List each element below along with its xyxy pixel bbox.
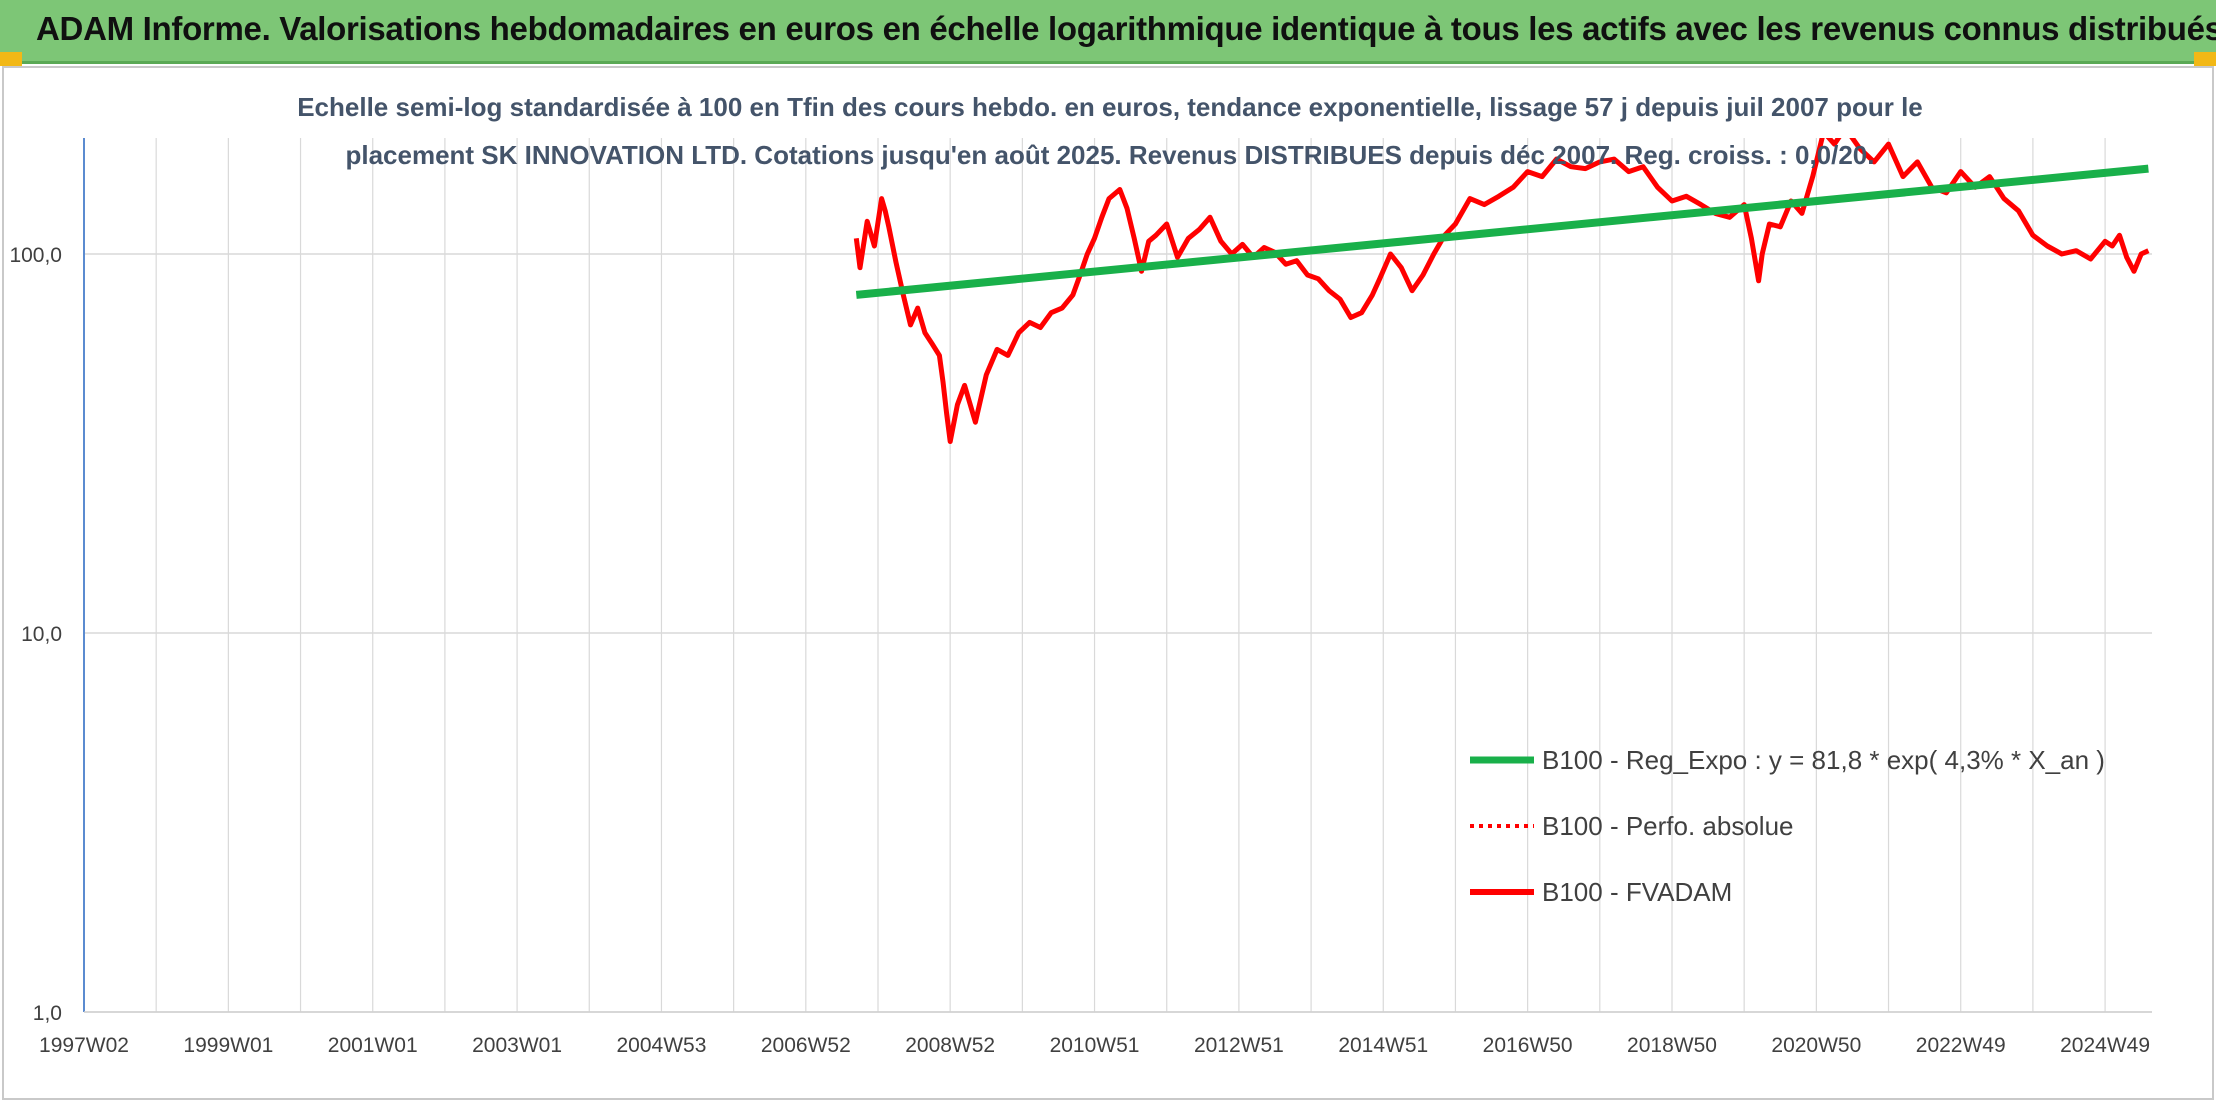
chart-frame: 1,0 10,0 100,0 1997W02 1999W01 2001W01 2003W01… [2, 66, 2214, 1100]
report-title: ADAM Informe. Valorisations hebdomadaire… [36, 10, 2216, 47]
legend-label: B100 - FVADAM [1542, 877, 1732, 907]
x-tick-label: 2016W50 [1483, 1034, 1573, 1057]
x-tick-label: 2024W49 [2060, 1034, 2150, 1057]
title-banner: ADAM Informe. Valorisations hebdomadaire… [0, 0, 2216, 64]
corner-accent-right [2194, 52, 2216, 66]
legend: B100 - Reg_Expo : y = 81,8 * exp( 4,3% *… [1470, 745, 2105, 907]
series-line-reg-expo [855, 164, 2149, 299]
x-tick-label: 2014W51 [1338, 1034, 1428, 1057]
chart-title-line: placement SK INNOVATION LTD. Cotations j… [345, 140, 1874, 170]
legend-label: B100 - Perfo. absolue [1542, 811, 1794, 841]
axes: 1,0 10,0 100,0 1997W02 1999W01 2001W01 2003W01… [9, 138, 2152, 1057]
series-group [853, 138, 2150, 444]
y-tick-label: 100,0 [9, 244, 62, 267]
x-tick-label: 2001W01 [328, 1034, 418, 1057]
x-tick-label: 2018W50 [1627, 1034, 1717, 1057]
y-tick-label: 1,0 [33, 1002, 62, 1025]
chart-svg: 1,0 10,0 100,0 1997W02 1999W01 2001W01 2003W01… [9, 92, 2152, 1057]
x-tick-label: 2004W53 [616, 1034, 706, 1057]
chart-title-line: Echelle semi-log standardisée à 100 en T… [297, 92, 1923, 122]
y-tick-label: 10,0 [21, 623, 62, 646]
x-tick-label: 2006W52 [761, 1034, 851, 1057]
x-tick-label: 2010W51 [1050, 1034, 1140, 1057]
series-line-fvadam [853, 138, 2150, 444]
x-tick-label: 2020W50 [1771, 1034, 1861, 1057]
x-tick-label: 1999W01 [183, 1034, 273, 1057]
corner-accent-left [0, 52, 22, 66]
grid-lines [83, 138, 2152, 1013]
x-tick-label: 2008W52 [905, 1034, 995, 1057]
chart-title: Echelle semi-log standardisée à 100 en T… [297, 92, 1923, 170]
x-tick-label: 1997W02 [39, 1034, 129, 1057]
x-tick-label: 2003W01 [472, 1034, 562, 1057]
x-tick-label: 2022W49 [1916, 1034, 2006, 1057]
legend-label: B100 - Reg_Expo : y = 81,8 * exp( 4,3% *… [1542, 745, 2105, 775]
x-tick-label: 2012W51 [1194, 1034, 1284, 1057]
